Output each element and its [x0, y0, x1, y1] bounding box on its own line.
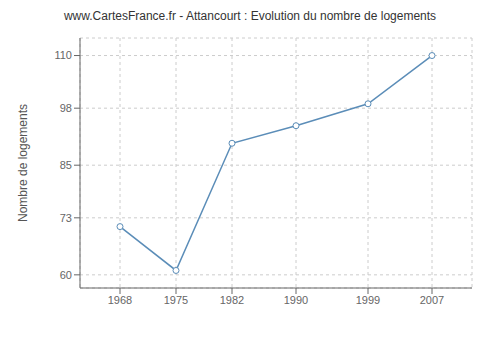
svg-text:Nombre de logements: Nombre de logements: [16, 104, 30, 222]
svg-text:1975: 1975: [164, 294, 188, 306]
svg-text:1982: 1982: [220, 294, 244, 306]
svg-text:1999: 1999: [356, 294, 380, 306]
html-text:www.CartesFrance.fr - Attancou: www.CartesFrance.fr - Attancourt : Evolu…: [63, 9, 437, 23]
svg-text:1990: 1990: [284, 294, 308, 306]
svg-text:1968: 1968: [108, 294, 132, 306]
svg-text:85: 85: [60, 159, 72, 171]
svg-text:98: 98: [60, 102, 72, 114]
svg-text:60: 60: [60, 269, 72, 281]
svg-text:2007: 2007: [420, 294, 444, 306]
svg-text:73: 73: [60, 212, 72, 224]
svg-text:110: 110: [54, 49, 72, 61]
